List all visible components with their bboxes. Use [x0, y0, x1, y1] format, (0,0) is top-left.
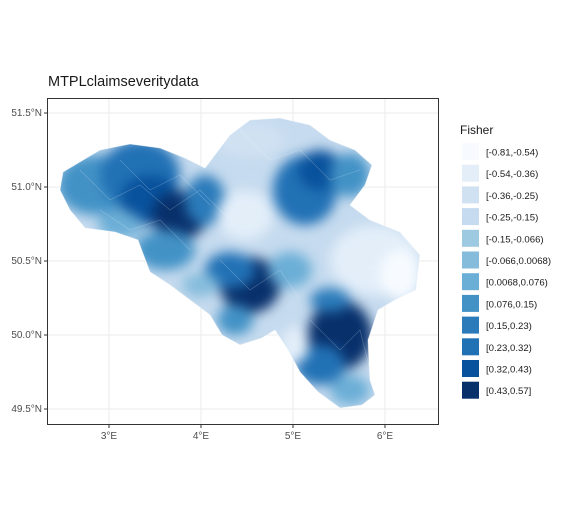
legend-swatch [462, 360, 479, 377]
y-tick-label: 50.5°N [11, 256, 42, 267]
legend-label: [0.15,0.23) [486, 321, 532, 332]
y-tick-label: 49.5°N [11, 404, 42, 415]
legend-swatch [462, 229, 479, 247]
legend-label: [0.0068,0.076) [486, 278, 548, 289]
legend-swatch [462, 294, 479, 312]
belgium-outline [59, 117, 421, 409]
legend-entries: [-0.81,-0.54) [-0.54,-0.36) [-0.36,-0.25) [… [462, 143, 551, 399]
legend-title: Fisher [460, 123, 493, 137]
legend-label: [-0.25,-0.15) [486, 213, 538, 224]
map-title: MTPLclaimseveritydata [48, 74, 200, 90]
x-tick-label: 4°E [193, 431, 210, 442]
y-tick-label: 51.5°N [11, 108, 42, 119]
x-tick-label: 6°E [377, 431, 394, 442]
legend-swatch [462, 164, 479, 182]
x-tick-label: 3°E [101, 431, 118, 442]
x-tick-label: 5°E [285, 431, 302, 442]
legend-swatch [462, 251, 479, 269]
legend-label: [0.43,0.57] [486, 386, 531, 397]
legend-label: [0.23,0.32) [486, 343, 532, 354]
legend-label: [0.076,0.15) [486, 299, 537, 310]
legend-label: [-0.81,-0.54) [486, 148, 538, 159]
axis-ticks [44, 112, 386, 428]
legend-swatch [462, 338, 479, 356]
legend-swatch [462, 186, 479, 204]
legend-label: [-0.36,-0.25) [486, 191, 538, 202]
legend-swatch [462, 143, 479, 160]
y-tick-label: 51.0°N [11, 182, 42, 193]
legend-swatch [462, 381, 479, 399]
legend-swatch [462, 208, 479, 226]
legend: Fisher [-0.81,-0.54) [-0.54,-0.36) [-0.36,… [460, 123, 551, 399]
legend-label: [-0.54,-0.36) [486, 169, 538, 180]
y-tick-label: 50.0°N [11, 330, 42, 341]
legend-swatch [462, 316, 479, 334]
legend-label: [-0.15,-0.066) [486, 234, 544, 245]
legend-label: [-0.066,0.0068) [486, 256, 551, 267]
legend-label: [0.32,0.43) [486, 365, 532, 376]
legend-swatch [462, 273, 479, 291]
